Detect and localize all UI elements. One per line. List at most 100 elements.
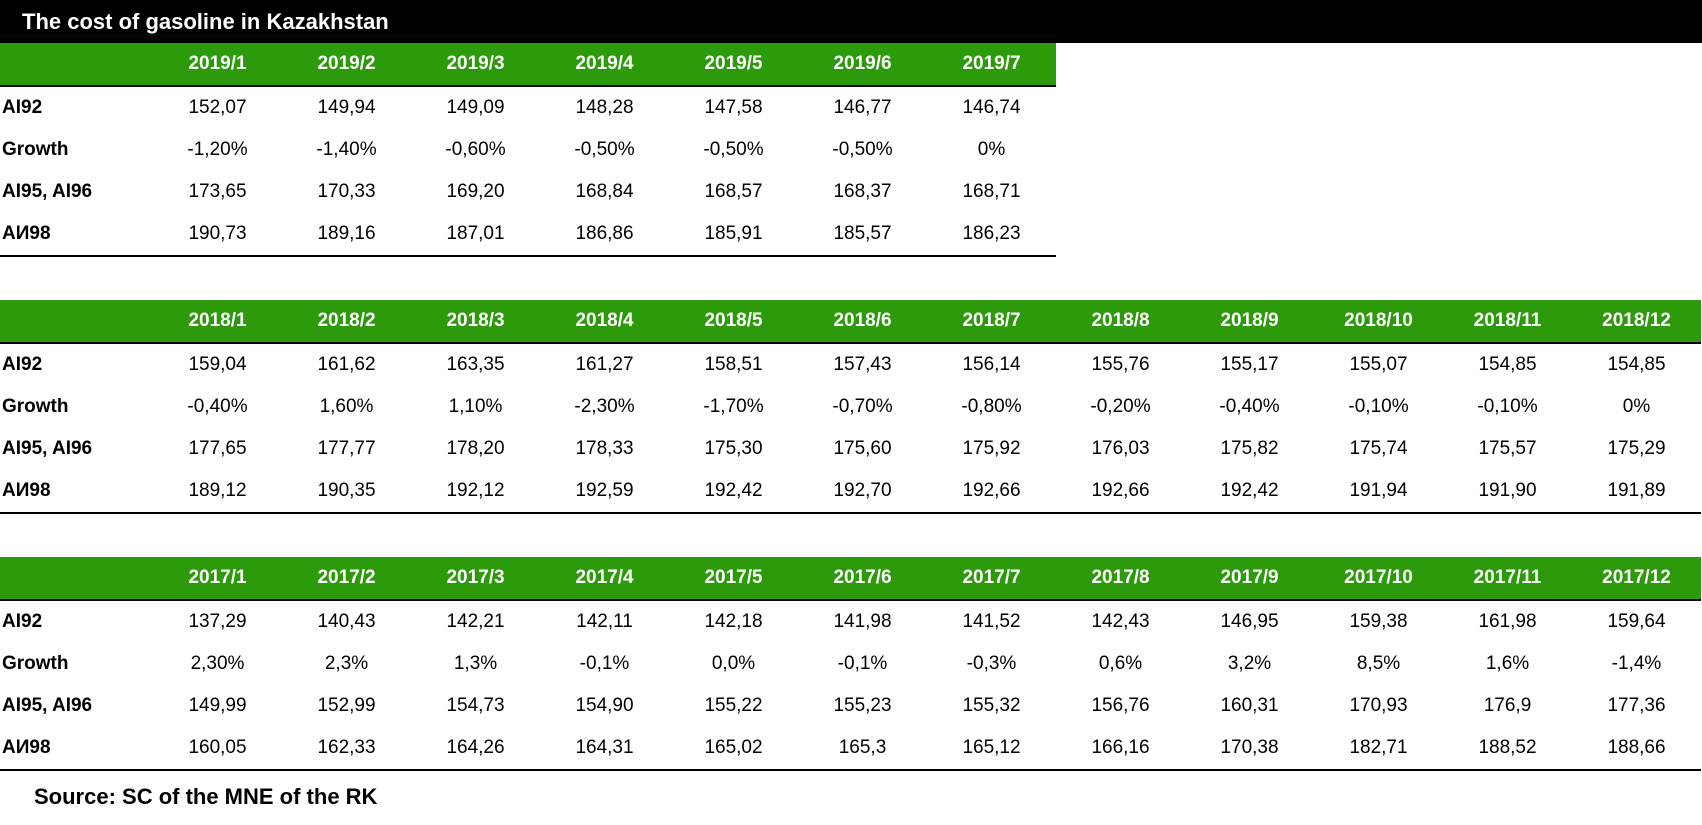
value-cell: 191,90 bbox=[1443, 470, 1572, 514]
value-cell: -0,1% bbox=[579, 653, 630, 674]
header-row: 2019/1 2019/2 2019/3 2019/4 2019/5 2019/6 2019… bbox=[0, 43, 1056, 87]
value-cell: 192,42 bbox=[1185, 470, 1314, 514]
value-cell: 159,64 bbox=[1607, 611, 1666, 632]
value-cell: -1,20% bbox=[187, 139, 248, 160]
row-label: Growth bbox=[2, 139, 69, 160]
table-row: АИ98 190,73 189,16 187,01 186,86 185,91 185,57… bbox=[0, 213, 1056, 257]
column-header: 2017/11 bbox=[1443, 557, 1572, 601]
value-cell: 158,51 bbox=[704, 354, 763, 375]
value-cell: 186,86 bbox=[540, 213, 669, 257]
column-header: 2017/4 bbox=[540, 557, 669, 601]
value-cell: 165,02 bbox=[669, 727, 798, 771]
value-cell: 162,33 bbox=[282, 727, 411, 771]
value-cell: 1,10% bbox=[448, 396, 503, 417]
value-cell: 164,31 bbox=[540, 727, 669, 771]
value-cell: 154,90 bbox=[575, 695, 634, 716]
value-cell: 170,38 bbox=[1185, 727, 1314, 771]
header-corner bbox=[0, 557, 153, 601]
value-cell: 175,92 bbox=[962, 438, 1021, 459]
row-label: АИ98 bbox=[0, 727, 153, 771]
table-2019: 2019/1 2019/2 2019/3 2019/4 2019/5 2019/6 2019… bbox=[0, 43, 1056, 257]
table-2018: 2018/1 2018/2 2018/3 2018/4 2018/5 2018/6 2018… bbox=[0, 300, 1701, 514]
table-row: АИ98 160,05 162,33 164,26 164,31 165,02 165,3 1… bbox=[0, 727, 1701, 771]
column-header: 2018/4 bbox=[540, 300, 669, 344]
value-cell: 168,84 bbox=[575, 181, 634, 202]
value-cell: 175,30 bbox=[704, 438, 763, 459]
row-label: Growth bbox=[2, 396, 69, 417]
column-header: 2018/5 bbox=[669, 300, 798, 344]
value-cell: 146,74 bbox=[962, 97, 1021, 118]
table-row: AI95, AI96 149,99 152,99 154,73 154,90 155,22… bbox=[0, 685, 1701, 727]
value-cell: -0,40% bbox=[1219, 396, 1280, 417]
value-cell: 178,20 bbox=[446, 438, 505, 459]
value-cell: 178,33 bbox=[575, 438, 634, 459]
value-cell: -2,30% bbox=[574, 396, 635, 417]
column-header: 2017/1 bbox=[153, 557, 282, 601]
value-cell: 2,30% bbox=[190, 653, 245, 674]
value-cell: 186,23 bbox=[927, 213, 1056, 257]
value-cell: 176,03 bbox=[1091, 438, 1150, 459]
row-label: AI95, AI96 bbox=[2, 695, 93, 716]
column-header: 2018/11 bbox=[1443, 300, 1572, 344]
value-cell: 141,98 bbox=[833, 611, 892, 632]
row-label: AI95, AI96 bbox=[2, 181, 93, 202]
price-table: 2017/1 2017/2 2017/3 2017/4 2017/5 2017/6 2017… bbox=[0, 557, 1701, 771]
value-cell: 149,94 bbox=[317, 97, 376, 118]
column-header: 2017/5 bbox=[669, 557, 798, 601]
value-cell: 168,37 bbox=[833, 181, 892, 202]
value-cell: 155,32 bbox=[962, 695, 1021, 716]
column-header: 2018/2 bbox=[282, 300, 411, 344]
value-cell: 166,16 bbox=[1056, 727, 1185, 771]
value-cell: 168,71 bbox=[962, 181, 1021, 202]
value-cell: 152,99 bbox=[317, 695, 376, 716]
column-header: 2019/4 bbox=[540, 43, 669, 87]
value-cell: 177,36 bbox=[1607, 695, 1666, 716]
value-cell: -0,50% bbox=[703, 139, 764, 160]
value-cell: 155,23 bbox=[833, 695, 892, 716]
value-cell: -0,10% bbox=[1477, 396, 1538, 417]
value-cell: 155,76 bbox=[1091, 354, 1150, 375]
value-cell: 187,01 bbox=[411, 213, 540, 257]
row-label: АИ98 bbox=[0, 213, 153, 257]
row-label: AI92 bbox=[2, 97, 43, 118]
column-header: 2018/9 bbox=[1185, 300, 1314, 344]
column-header: 2019/5 bbox=[669, 43, 798, 87]
page-title: The cost of gasoline in Kazakhstan bbox=[0, 0, 1702, 43]
value-cell: -1,4% bbox=[1611, 653, 1662, 674]
value-cell: 175,60 bbox=[833, 438, 892, 459]
value-cell: 146,95 bbox=[1220, 611, 1279, 632]
value-cell: 147,58 bbox=[704, 97, 763, 118]
value-cell: 185,91 bbox=[669, 213, 798, 257]
value-cell: 137,29 bbox=[188, 611, 247, 632]
value-cell: -0,1% bbox=[837, 653, 888, 674]
value-cell: 0,0% bbox=[711, 653, 756, 674]
column-header: 2019/6 bbox=[798, 43, 927, 87]
table-row: AI92 159,04 161,62 163,35 161,27 158,51 157,43… bbox=[0, 343, 1701, 386]
column-header: 2019/1 bbox=[153, 43, 282, 87]
header-corner bbox=[0, 43, 153, 87]
column-header: 2017/3 bbox=[411, 557, 540, 601]
value-cell: 169,20 bbox=[446, 181, 505, 202]
value-cell: 168,57 bbox=[704, 181, 763, 202]
value-cell: 159,04 bbox=[188, 354, 247, 375]
value-cell: 175,29 bbox=[1607, 438, 1666, 459]
value-cell: 188,52 bbox=[1443, 727, 1572, 771]
row-label: AI92 bbox=[2, 354, 43, 375]
value-cell: 192,59 bbox=[540, 470, 669, 514]
row-label: AI95, AI96 bbox=[2, 438, 93, 459]
table-row: AI95, AI96 173,65 170,33 169,20 168,84 168,57… bbox=[0, 171, 1056, 213]
value-cell: 177,65 bbox=[188, 438, 247, 459]
value-cell: 192,42 bbox=[669, 470, 798, 514]
value-cell: 1,3% bbox=[453, 653, 498, 674]
column-header: 2019/2 bbox=[282, 43, 411, 87]
value-cell: 0% bbox=[977, 139, 1006, 160]
value-cell: 160,05 bbox=[153, 727, 282, 771]
value-cell: 192,66 bbox=[927, 470, 1056, 514]
value-cell: -1,40% bbox=[316, 139, 377, 160]
value-cell: 8,5% bbox=[1356, 653, 1401, 674]
value-cell: 175,57 bbox=[1478, 438, 1537, 459]
value-cell: 157,43 bbox=[833, 354, 892, 375]
table-row: Growth 2,30% 2,3% 1,3% -0,1% 0,0% -0,1% -0,3% 0,… bbox=[0, 643, 1701, 685]
column-header: 2018/10 bbox=[1314, 300, 1443, 344]
value-cell: 142,43 bbox=[1091, 611, 1150, 632]
